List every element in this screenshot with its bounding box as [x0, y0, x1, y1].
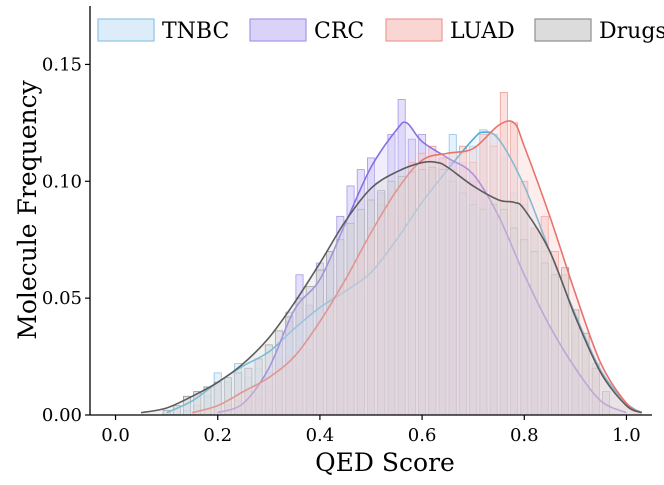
y-tick-label: 0.15: [42, 54, 82, 75]
x-tick-label: 0.0: [101, 425, 130, 446]
legend-label-crc: CRC: [314, 19, 364, 44]
legend-swatch-crc: [249, 18, 307, 42]
kde-curves: [140, 120, 643, 416]
legend-label-tnbc: TNBC: [162, 19, 229, 44]
x-tick-label: 0.2: [203, 425, 232, 446]
kde-area-tnbc: [166, 132, 642, 416]
kde-line-drugs: [140, 160, 643, 414]
y-tick-label: 0.10: [42, 171, 82, 192]
x-tick-label: 0.8: [510, 425, 539, 446]
y-axis-title: Molecule Frequency: [13, 79, 42, 339]
kde-area-crc: [217, 122, 627, 415]
kde-area-drugs: [141, 161, 642, 415]
legend-swatch-luad: [385, 18, 443, 42]
legend-swatch-drugs: [534, 18, 592, 42]
y-tick-label: 0.05: [42, 288, 82, 309]
axes: [89, 6, 652, 416]
legend-label-luad: LUAD: [450, 19, 515, 44]
x-tick-label: 0.6: [408, 425, 437, 446]
y-tick-label: 0.00: [42, 405, 82, 426]
kde-area-luad: [192, 120, 642, 415]
x-axis-title: QED Score: [315, 448, 455, 477]
kde-line-crc: [217, 121, 627, 414]
legend-swatch-tnbc: [97, 18, 155, 42]
x-tick-label: 1.0: [612, 425, 641, 446]
legend: TNBC CRC LUAD Drugs: [97, 18, 664, 44]
y-axis-ticks: 0.00 0.05 0.10 0.15: [42, 54, 90, 426]
kde-line-luad: [191, 120, 643, 414]
legend-label-drugs: Drugs: [599, 19, 664, 44]
x-tick-label: 0.4: [306, 425, 335, 446]
x-axis-ticks: 0.0 0.2 0.4 0.6 0.8 1.0: [101, 415, 641, 446]
